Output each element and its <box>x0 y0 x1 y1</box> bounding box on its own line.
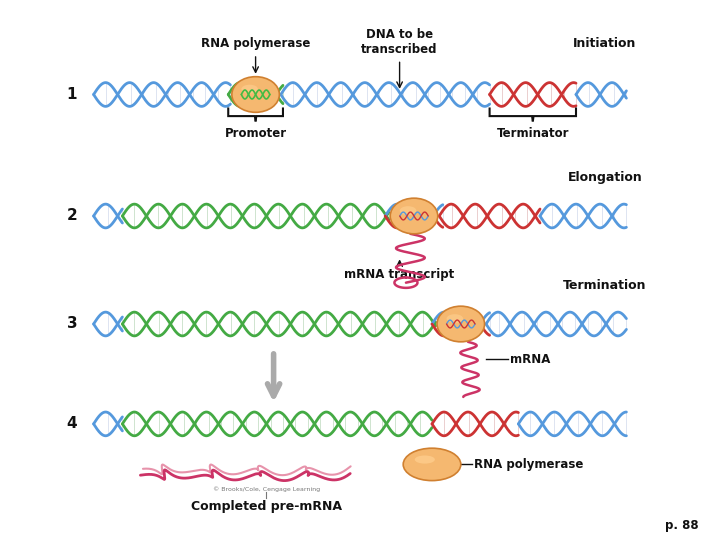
Text: mRNA: mRNA <box>510 353 550 366</box>
Text: DNA to be
transcribed: DNA to be transcribed <box>361 28 438 56</box>
Ellipse shape <box>400 206 416 215</box>
Text: 4: 4 <box>67 416 77 431</box>
Text: 3: 3 <box>67 316 77 332</box>
Circle shape <box>437 306 485 342</box>
Text: © Brooks/Cole, Cengage Learning: © Brooks/Cole, Cengage Learning <box>213 487 320 492</box>
Text: p. 88: p. 88 <box>665 519 698 532</box>
Ellipse shape <box>415 455 435 463</box>
Circle shape <box>232 77 279 112</box>
Text: RNA polymerase: RNA polymerase <box>201 37 310 50</box>
Ellipse shape <box>403 448 461 481</box>
Text: 1: 1 <box>67 87 77 102</box>
Text: Initiation: Initiation <box>573 37 636 50</box>
Text: Completed pre-mRNA: Completed pre-mRNA <box>191 500 342 513</box>
Ellipse shape <box>241 85 258 93</box>
Text: Promoter: Promoter <box>225 127 287 140</box>
Text: Termination: Termination <box>563 279 647 292</box>
Ellipse shape <box>446 314 463 323</box>
Circle shape <box>390 198 438 234</box>
Text: Elongation: Elongation <box>567 171 642 184</box>
Text: mRNA transcript: mRNA transcript <box>344 268 455 281</box>
Text: RNA polymerase: RNA polymerase <box>474 458 583 471</box>
Text: 2: 2 <box>67 208 77 224</box>
Text: Terminator: Terminator <box>497 127 569 140</box>
